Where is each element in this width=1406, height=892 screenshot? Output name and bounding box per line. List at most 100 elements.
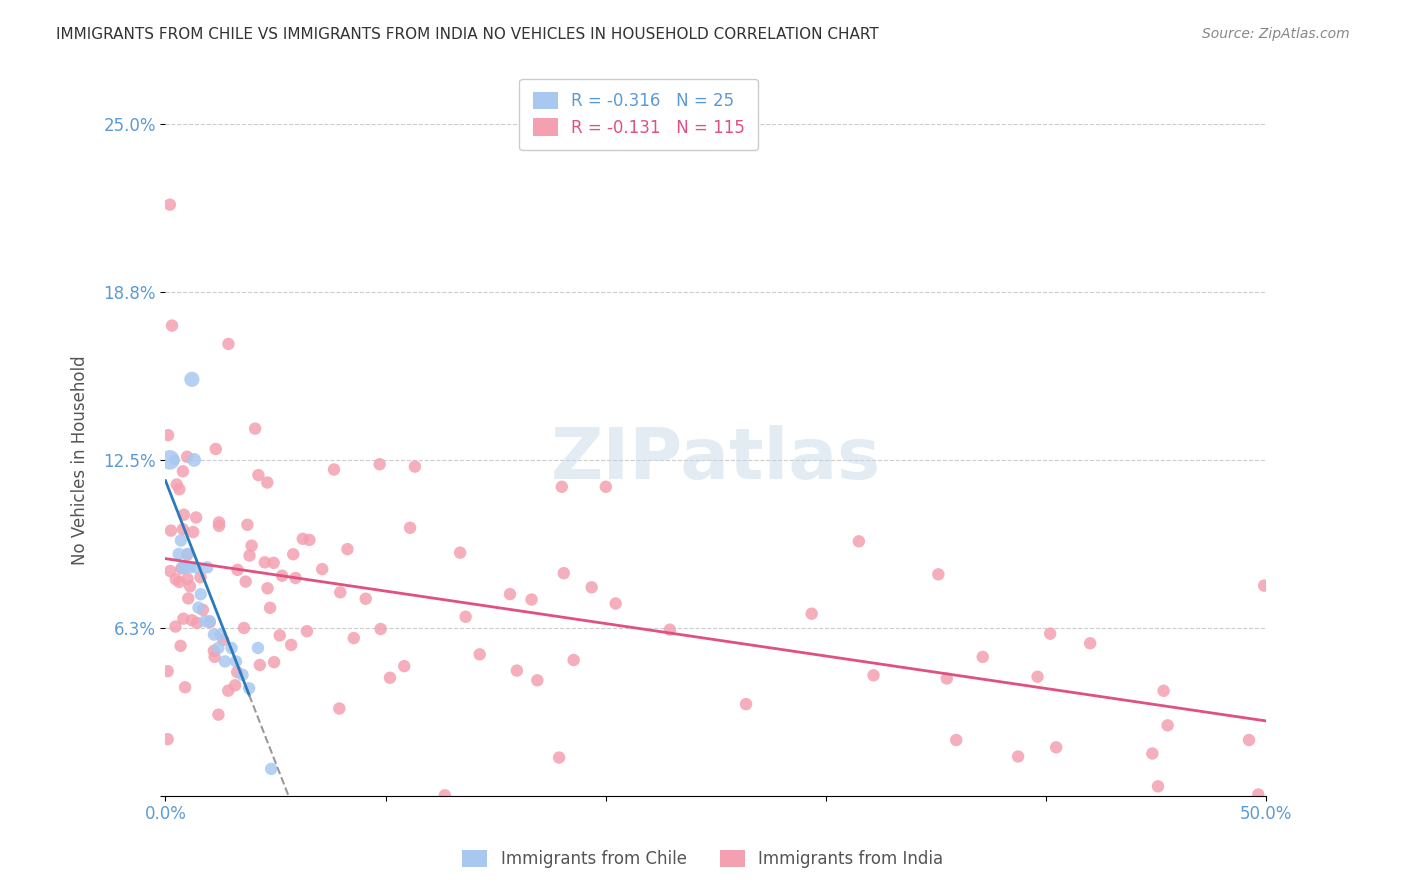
Point — [181, 524, 204, 539]
Point — [368, 457, 391, 471]
Point — [176, 450, 198, 464]
Point — [506, 664, 529, 678]
Point — [1007, 749, 1029, 764]
Point — [167, 547, 190, 561]
Point — [284, 571, 307, 585]
Point — [172, 612, 194, 626]
Point — [195, 560, 218, 574]
Point — [520, 592, 543, 607]
Point — [169, 639, 191, 653]
Point — [184, 510, 207, 524]
Text: IMMIGRANTS FROM CHILE VS IMMIGRANTS FROM INDIA NO VEHICLES IN HOUSEHOLD CORRELAT: IMMIGRANTS FROM CHILE VS IMMIGRANTS FROM… — [56, 27, 879, 42]
Point — [174, 680, 197, 694]
Point — [156, 664, 179, 678]
Point — [172, 561, 194, 575]
Point — [291, 532, 314, 546]
Point — [562, 653, 585, 667]
Point — [454, 609, 477, 624]
Point — [280, 638, 302, 652]
Point — [198, 615, 221, 630]
Point — [945, 733, 967, 747]
Point — [177, 591, 200, 606]
Point — [259, 600, 281, 615]
Point — [283, 547, 305, 561]
Point — [183, 453, 205, 467]
Point — [221, 640, 243, 655]
Point — [179, 560, 201, 574]
Point — [160, 524, 183, 538]
Point — [170, 561, 193, 575]
Point — [170, 533, 193, 548]
Point — [173, 508, 195, 522]
Point — [174, 560, 197, 574]
Point — [848, 534, 870, 549]
Point — [935, 672, 957, 686]
Point — [1045, 740, 1067, 755]
Point — [181, 613, 204, 627]
Point — [862, 668, 884, 682]
Point — [394, 659, 416, 673]
Point — [581, 580, 603, 594]
Point — [240, 539, 263, 553]
Point — [295, 624, 318, 639]
Point — [354, 591, 377, 606]
Point — [246, 640, 269, 655]
Point — [225, 654, 247, 668]
Point — [972, 649, 994, 664]
Point — [323, 462, 346, 476]
Point — [1237, 733, 1260, 747]
Point — [169, 482, 191, 496]
Point — [235, 574, 257, 589]
Point — [1247, 788, 1270, 802]
Point — [271, 568, 294, 582]
Point — [226, 665, 249, 679]
Point — [226, 563, 249, 577]
Legend: R = -0.316   N = 25, R = -0.131   N = 115: R = -0.316 N = 25, R = -0.131 N = 115 — [519, 78, 758, 150]
Point — [1153, 683, 1175, 698]
Point — [159, 564, 181, 578]
Point — [176, 548, 198, 562]
Point — [186, 560, 208, 574]
Point — [553, 566, 575, 581]
Point — [176, 572, 198, 586]
Point — [263, 556, 285, 570]
Point — [172, 560, 194, 574]
Point — [209, 627, 232, 641]
Point — [328, 701, 350, 715]
Point — [208, 516, 231, 530]
Point — [214, 654, 236, 668]
Point — [202, 644, 225, 658]
Point — [735, 697, 758, 711]
Text: ZIPatlas: ZIPatlas — [551, 425, 882, 494]
Point — [166, 477, 188, 491]
Point — [404, 459, 426, 474]
Y-axis label: No Vehicles in Household: No Vehicles in Household — [72, 355, 89, 565]
Point — [159, 453, 181, 467]
Point — [256, 581, 278, 595]
Point — [176, 547, 198, 561]
Point — [157, 428, 180, 442]
Point — [180, 372, 202, 386]
Point — [165, 572, 187, 586]
Point — [605, 597, 627, 611]
Point — [263, 655, 285, 669]
Point — [247, 468, 270, 483]
Point — [595, 480, 617, 494]
Point — [433, 789, 456, 803]
Point — [159, 197, 181, 211]
Point — [260, 762, 283, 776]
Point — [204, 442, 226, 456]
Point — [232, 668, 254, 682]
Point — [249, 657, 271, 672]
Point — [449, 546, 471, 560]
Point — [499, 587, 522, 601]
Point — [204, 649, 226, 664]
Point — [551, 480, 574, 494]
Text: Source: ZipAtlas.com: Source: ZipAtlas.com — [1202, 27, 1350, 41]
Point — [160, 318, 183, 333]
Point — [207, 640, 229, 655]
Point — [399, 521, 422, 535]
Point — [269, 628, 291, 642]
Point — [169, 574, 191, 589]
Point — [298, 533, 321, 547]
